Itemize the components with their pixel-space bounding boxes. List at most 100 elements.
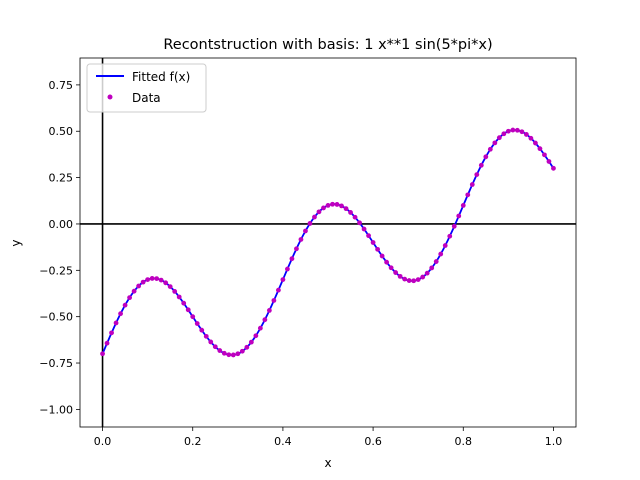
x-axis: 0.0 0.2 0.4 0.6 0.8 1.0 bbox=[94, 427, 562, 448]
data-point bbox=[492, 140, 498, 146]
legend-label-fitted: Fitted f(x) bbox=[132, 70, 190, 84]
data-point bbox=[348, 210, 353, 215]
x-tick-label: 1.0 bbox=[545, 435, 563, 448]
data-point bbox=[230, 352, 236, 358]
data-point bbox=[118, 311, 123, 317]
data-point bbox=[253, 333, 259, 339]
data-point bbox=[487, 146, 493, 152]
data-point bbox=[158, 277, 164, 283]
data-point bbox=[483, 154, 489, 160]
data-point bbox=[325, 203, 331, 208]
data-point bbox=[235, 351, 241, 357]
data-point bbox=[316, 209, 322, 215]
data-point bbox=[321, 205, 326, 211]
data-point bbox=[442, 243, 448, 248]
data-point bbox=[465, 192, 471, 198]
data-point bbox=[397, 273, 403, 279]
data-point bbox=[343, 206, 349, 212]
x-tick-label: 0.8 bbox=[455, 435, 473, 448]
data-point bbox=[420, 274, 426, 280]
data-point bbox=[239, 348, 245, 354]
x-tick-label: 0.6 bbox=[364, 435, 382, 448]
data-point bbox=[388, 265, 394, 271]
data-point bbox=[136, 283, 142, 289]
y-tick-label: 0.00 bbox=[49, 218, 74, 231]
y-tick-label: 0.25 bbox=[49, 172, 74, 185]
data-point bbox=[406, 278, 412, 283]
data-point bbox=[248, 339, 254, 345]
data-point bbox=[131, 288, 137, 294]
data-point bbox=[154, 276, 160, 281]
y-axis-label: y bbox=[9, 239, 23, 246]
data-point bbox=[384, 259, 390, 265]
data-point bbox=[546, 159, 552, 164]
data-point bbox=[505, 128, 511, 134]
data-point bbox=[379, 253, 385, 259]
data-point bbox=[113, 320, 119, 326]
data-point bbox=[339, 203, 344, 209]
data-point bbox=[514, 127, 520, 133]
legend: Fitted f(x) Data bbox=[86, 63, 207, 113]
data-point bbox=[285, 266, 290, 272]
data-point bbox=[456, 213, 462, 219]
data-point bbox=[303, 228, 308, 234]
data-point bbox=[424, 270, 430, 276]
y-tick-label: 0.50 bbox=[49, 125, 74, 138]
data-point bbox=[298, 237, 304, 242]
data-point bbox=[190, 314, 196, 320]
data-point bbox=[104, 340, 110, 346]
data-point bbox=[145, 277, 151, 282]
data-point bbox=[257, 325, 263, 331]
data-point bbox=[109, 330, 114, 336]
data-point bbox=[212, 344, 218, 350]
data-point bbox=[307, 221, 313, 226]
plot-area bbox=[79, 57, 577, 428]
data-point bbox=[501, 131, 507, 137]
data-point bbox=[221, 350, 227, 356]
data-point bbox=[122, 302, 128, 308]
data-point bbox=[226, 352, 232, 358]
data-point bbox=[289, 256, 295, 262]
data-point bbox=[533, 140, 538, 146]
x-tick-label: 0.2 bbox=[184, 435, 202, 448]
data-point bbox=[334, 202, 340, 207]
data-point bbox=[244, 344, 250, 350]
x-tick-label: 0.4 bbox=[274, 435, 292, 448]
data-point bbox=[411, 278, 417, 284]
data-point bbox=[542, 152, 547, 158]
data-point bbox=[361, 226, 367, 232]
data-point bbox=[519, 129, 525, 135]
data-point bbox=[140, 279, 146, 285]
data-point bbox=[438, 251, 444, 257]
data-point bbox=[266, 308, 272, 313]
data-point bbox=[352, 214, 358, 220]
data-point bbox=[537, 146, 543, 152]
data-point bbox=[185, 307, 191, 313]
data-point bbox=[312, 214, 317, 220]
y-tick-label: −0.75 bbox=[39, 357, 73, 370]
data-point bbox=[271, 298, 277, 303]
data-point bbox=[478, 162, 484, 168]
y-axis: −1.00 −0.75 −0.50 −0.25 0.00 0.25 0.50 0.75 bbox=[39, 79, 80, 416]
data-point bbox=[460, 203, 466, 208]
data-point bbox=[330, 201, 335, 207]
chart-title: Recontstruction with basis: 1 x**1 sin(5… bbox=[163, 37, 492, 53]
plot-frame bbox=[79, 57, 577, 428]
data-point bbox=[149, 276, 155, 281]
data-point bbox=[172, 288, 178, 294]
data-point bbox=[127, 295, 132, 301]
data-point bbox=[208, 339, 214, 345]
reference-lines bbox=[80, 58, 576, 427]
y-tick-label: −0.25 bbox=[39, 264, 73, 277]
data-point bbox=[469, 182, 475, 187]
data-point bbox=[357, 220, 362, 226]
data-point bbox=[167, 284, 173, 290]
data-point bbox=[375, 246, 380, 252]
data-point bbox=[528, 135, 534, 141]
data-point bbox=[280, 277, 286, 282]
data-point bbox=[294, 246, 299, 252]
data-point bbox=[370, 240, 376, 245]
data-point bbox=[402, 276, 408, 282]
data-point bbox=[451, 223, 457, 229]
